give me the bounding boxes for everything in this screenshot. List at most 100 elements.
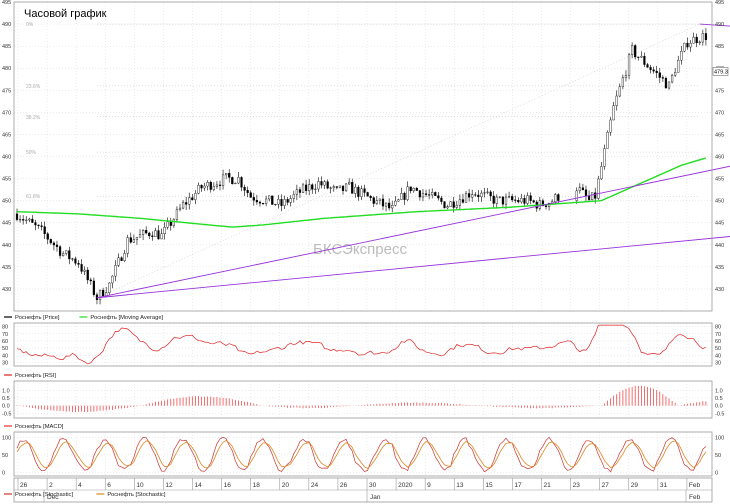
month-label: Jan: [370, 494, 381, 501]
candle-body: [62, 253, 65, 256]
candle-body: [308, 184, 311, 191]
x-tick-label: 13: [456, 482, 464, 489]
y-tick-label-right: 50: [715, 453, 721, 459]
candle: [141, 229, 145, 240]
candle-body: [594, 192, 597, 199]
trend-line[interactable]: [96, 207, 730, 299]
candle: [283, 195, 286, 210]
candle-body: [492, 195, 495, 204]
candle-body: [237, 177, 240, 184]
candle-body: [652, 69, 655, 72]
candle-body: [52, 242, 56, 246]
candle: [701, 29, 704, 46]
candle-body: [458, 199, 461, 206]
candle-body: [424, 193, 428, 195]
candle: [15, 208, 19, 222]
candle: [163, 222, 166, 240]
candle: [446, 204, 449, 210]
candle: [37, 224, 40, 229]
candle: [523, 194, 526, 207]
candle-body: [631, 45, 634, 55]
candle-body: [120, 257, 123, 261]
y-tick-label-right: 445: [715, 221, 724, 227]
trend-line[interactable]: [96, 104, 730, 299]
candle: [418, 190, 421, 201]
candle-body: [517, 200, 520, 203]
candle-body: [172, 219, 175, 226]
candle-body: [206, 182, 209, 187]
y-tick-label-right: 435: [715, 265, 724, 271]
candle: [369, 194, 372, 202]
candle-body: [212, 186, 215, 190]
candle-body: [495, 196, 498, 204]
candle-body: [701, 33, 704, 43]
candle-body: [123, 253, 126, 261]
candle: [357, 185, 360, 201]
candle: [640, 51, 643, 58]
y-tick-label-left: 80: [2, 325, 8, 331]
candle-body: [114, 265, 117, 277]
candle: [111, 275, 114, 289]
candle-body: [22, 219, 25, 221]
candle: [655, 65, 658, 79]
candle-body: [618, 86, 621, 97]
candle: [704, 28, 708, 46]
candle: [231, 176, 234, 185]
x-tick-label: 2: [49, 482, 53, 489]
candle: [575, 187, 578, 204]
candle-body: [677, 59, 680, 73]
candle-body: [695, 36, 698, 44]
candle: [621, 74, 624, 90]
candle: [667, 81, 671, 90]
candle-body: [234, 182, 237, 185]
candle-body: [557, 194, 560, 201]
candle: [151, 231, 154, 241]
candle: [344, 182, 348, 193]
candle-body: [111, 275, 114, 284]
y-tick-label-right: 80: [715, 325, 721, 331]
candle: [412, 187, 415, 193]
candle-body: [664, 78, 668, 89]
y-tick-label-left: 70: [2, 332, 8, 338]
candle-body: [421, 193, 425, 198]
trend-lines[interactable]: [96, 23, 730, 299]
candle-body: [674, 72, 677, 76]
candle-body: [138, 234, 142, 238]
candle-body: [268, 195, 271, 200]
candle-body: [418, 190, 421, 198]
candle-body: [151, 235, 154, 237]
candle: [83, 266, 86, 276]
x-tick-label: 14: [195, 482, 203, 489]
y-tick-label-right: 0: [715, 470, 718, 476]
y-tick-label-right: 100: [715, 435, 724, 441]
candle-body: [581, 187, 585, 191]
candle-body: [474, 194, 477, 196]
candle: [443, 201, 446, 209]
candle: [458, 194, 461, 210]
candle-body: [489, 191, 492, 197]
candle-body: [265, 198, 268, 204]
candle-body: [532, 200, 535, 203]
candle: [172, 218, 175, 228]
y-tick-label-left: 0: [2, 470, 5, 476]
candle: [615, 90, 618, 111]
candle-body: [661, 77, 664, 79]
candle: [624, 70, 628, 82]
candle-body: [314, 188, 317, 190]
y-tick-label-left: 430: [2, 287, 11, 293]
candle: [603, 144, 606, 170]
candle: [289, 195, 292, 207]
candle: [135, 236, 139, 245]
candle: [326, 179, 329, 190]
candle-body: [335, 186, 338, 188]
candle-body: [326, 181, 329, 189]
y-tick-label-left: 475: [2, 88, 11, 94]
candle: [378, 198, 382, 205]
candle-body: [686, 42, 689, 48]
candle-body: [391, 205, 394, 209]
y-tick-label-right: 450: [715, 199, 724, 205]
candle-body: [428, 194, 431, 196]
candle-body: [295, 189, 298, 195]
candle-body: [637, 56, 640, 58]
candle: [351, 178, 354, 194]
